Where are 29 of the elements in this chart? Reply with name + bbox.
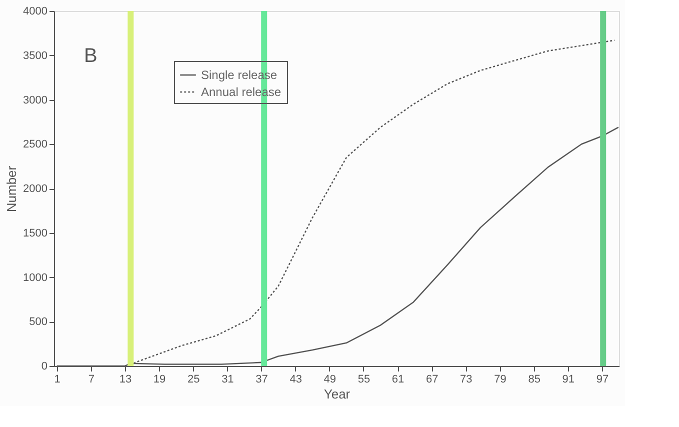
y-tick-label: 3500 [23,50,48,62]
x-tick-label: 67 [426,374,438,386]
y-tick-label: 4000 [23,6,48,18]
x-tick-label: 7 [88,374,94,386]
y-tick-label: 500 [29,316,48,328]
x-tick-label: 97 [596,374,609,386]
x-tick-label: 61 [392,374,404,386]
x-tick-label: 25 [187,374,200,386]
x-tick-label: 1 [54,374,60,386]
y-axis-title: Number [4,165,20,212]
y-tick-label: 0 [41,360,48,372]
x-tick-label: 31 [222,374,234,386]
x-axis-title: Year [324,386,351,402]
y-tick-label: 2000 [23,183,48,195]
x-tick-label: 73 [460,374,472,386]
x-tick-label: 43 [290,374,302,386]
y-tick-label: 1000 [23,272,48,284]
x-tick-label: 91 [562,374,575,386]
x-tick-label: 79 [494,374,506,386]
annotation: B [84,45,98,67]
y-tick-label: 1500 [23,227,48,240]
x-tick-label: 85 [528,374,540,386]
x-tick-label: 49 [324,374,336,386]
x-tick-label: 13 [119,374,132,386]
x-tick-label: 55 [358,374,370,386]
x-tick-label: 37 [256,374,268,386]
y-tick-label: 2500 [23,138,48,151]
y-tick-label: 3000 [23,94,48,106]
x-tick-label: 19 [153,374,166,386]
